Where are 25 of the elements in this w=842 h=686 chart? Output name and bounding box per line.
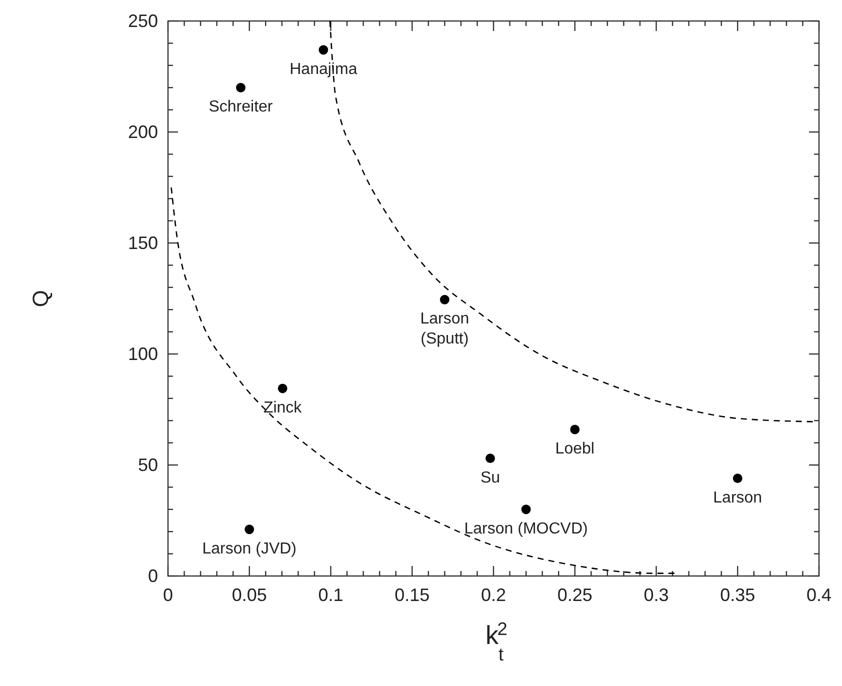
x-tick-label: 0.2 bbox=[480, 585, 506, 605]
y-tick-label: 250 bbox=[128, 11, 158, 31]
x-tick-label: 0.1 bbox=[318, 585, 344, 605]
y-tick-label: 0 bbox=[148, 566, 158, 586]
annotation: Larson bbox=[713, 489, 762, 506]
x-tick-label: 0.4 bbox=[806, 585, 832, 605]
annotation: Larson (Sputt) bbox=[420, 310, 470, 348]
y-tick-label: 100 bbox=[128, 344, 158, 364]
annotation: Su bbox=[480, 469, 500, 486]
annotation: Hanajima bbox=[290, 60, 358, 78]
annotation: Larson (JVD) bbox=[202, 540, 296, 558]
x-tick-label: 0.15 bbox=[394, 585, 430, 605]
y-tick-label: 150 bbox=[128, 233, 158, 253]
x-tick-label: 0.35 bbox=[720, 585, 756, 605]
annotation: Schreiter bbox=[208, 98, 274, 116]
x-tick-label: 0 bbox=[162, 585, 174, 605]
y-tick-label: 50 bbox=[138, 455, 158, 475]
annotation: Loebl bbox=[555, 440, 594, 458]
y-axis-title: Q bbox=[28, 290, 53, 308]
x-tick-label: 0.05 bbox=[232, 585, 267, 605]
y-tick-label: 200 bbox=[128, 122, 158, 142]
x-tick-label: 0.3 bbox=[644, 585, 669, 605]
x-tick-label: 0.25 bbox=[557, 585, 592, 605]
annotation: Zinck bbox=[263, 399, 303, 416]
annotation: Larson (MOCVD) bbox=[464, 520, 588, 538]
